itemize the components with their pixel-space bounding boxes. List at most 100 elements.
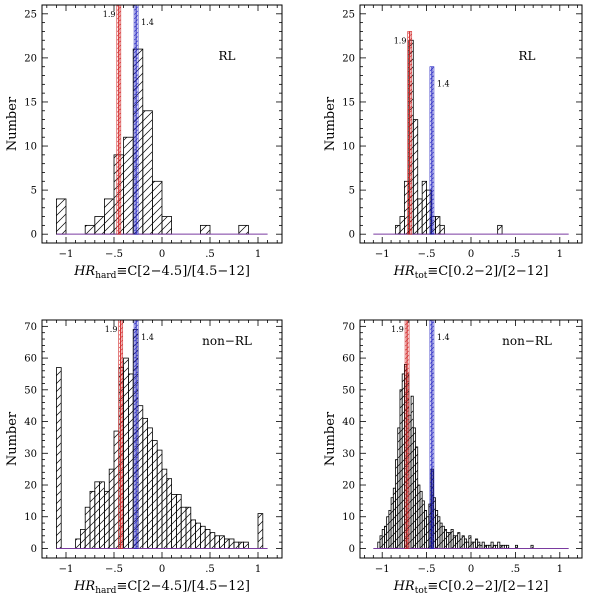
y-tick-label: 60 <box>342 354 355 365</box>
histogram-bar <box>84 224 96 235</box>
y-tick-label: 20 <box>342 53 355 64</box>
reference-line-label: 1.9 <box>391 325 404 334</box>
x-axis-label-rest: ≡C[2−4.5]/[4.5−12] <box>116 579 249 594</box>
histogram-bar <box>89 490 96 549</box>
reference-line-label: 1.4 <box>141 18 154 27</box>
x-axis-label-sub: hard <box>95 271 116 281</box>
histogram-bar <box>228 538 235 549</box>
y-tick-label: 5 <box>31 186 37 197</box>
x-axis-label-sub: hard <box>95 586 116 596</box>
y-tick-label: 50 <box>342 385 355 396</box>
y-tick-label: 40 <box>342 417 355 428</box>
reference-line-label: 1.4 <box>437 333 450 342</box>
reference-line-label: 1.9 <box>394 36 407 45</box>
histogram-bar <box>161 216 173 235</box>
histogram-bar <box>156 449 163 549</box>
reference-line-label: 1.4 <box>437 80 450 89</box>
y-tick-label: 0 <box>31 230 37 241</box>
histogram-bar <box>435 216 441 235</box>
y-tick-label: 25 <box>24 9 37 20</box>
y-tick-label: 20 <box>24 53 37 64</box>
x-tick-label: .5 <box>205 564 215 575</box>
histogram-bar <box>185 506 192 549</box>
x-tick-label: 0 <box>468 249 474 260</box>
y-tick-label: 25 <box>342 9 355 20</box>
histogram-bar <box>412 119 419 235</box>
histogram-bar <box>56 198 67 235</box>
histogram-bar <box>108 468 115 549</box>
histogram-bar <box>417 198 423 235</box>
histogram-bar <box>209 532 216 549</box>
x-axis-label-sub: tot <box>415 586 428 596</box>
histogram-bar <box>151 180 163 235</box>
panel-label: RL <box>518 49 535 63</box>
panel-label: non−RL <box>202 334 252 348</box>
x-tick-label: .5 <box>511 564 521 575</box>
histogram-bar <box>99 481 105 549</box>
x-axis-label: HRtot≡C[0.2−2]/[2−12] <box>393 579 549 596</box>
x-tick-label: −1 <box>375 564 390 575</box>
x-tick-label: .5 <box>205 249 215 260</box>
histogram-bar <box>147 427 153 549</box>
panel-label: non−RL <box>502 334 552 348</box>
y-tick-label: 0 <box>31 544 37 555</box>
histogram-bar <box>171 494 177 549</box>
reference-line-label: 1.4 <box>141 333 154 342</box>
x-tick-label: .5 <box>511 249 521 260</box>
histogram-bar <box>94 216 105 235</box>
histogram-bar <box>214 535 221 549</box>
x-tick-label: 1 <box>557 564 563 575</box>
y-tick-label: 20 <box>24 481 37 492</box>
histogram-bar <box>137 405 144 549</box>
y-tick-label: 5 <box>349 186 355 197</box>
histogram-bar <box>238 224 249 235</box>
x-axis-label: HRhard≡C[2−4.5]/[4.5−12] <box>73 579 250 596</box>
y-tick-label: 10 <box>24 512 37 523</box>
y-tick-label: 50 <box>24 385 37 396</box>
histogram-bar <box>233 541 240 549</box>
x-axis-label-main: HR <box>73 579 95 594</box>
x-tick-label: 1 <box>255 564 261 575</box>
histogram-bar <box>421 180 428 235</box>
x-tick-label: −.5 <box>105 564 123 575</box>
histogram-bar <box>395 224 401 235</box>
panel-label: RL <box>218 49 235 63</box>
x-axis-label: HRtot≡C[0.2−2]/[2−12] <box>393 264 549 281</box>
x-axis-label-main: HR <box>393 579 415 594</box>
y-tick-label: 30 <box>342 449 355 460</box>
histogram-bar <box>80 529 86 549</box>
histogram-bar <box>84 506 91 549</box>
histogram-bar <box>123 357 129 549</box>
histogram-bar <box>151 440 158 549</box>
y-tick-label: 15 <box>24 97 37 108</box>
histogram-bar <box>123 136 134 235</box>
histogram-bar <box>142 110 153 235</box>
reference-line-label: 1.9 <box>103 10 116 19</box>
x-axis-label: HRhard≡C[2−4.5]/[4.5−12] <box>73 264 250 281</box>
histogram-bar <box>175 494 182 549</box>
x-axis-label-main: HR <box>73 264 95 279</box>
y-axis-label: Number <box>323 96 338 151</box>
histogram-bar <box>94 481 101 549</box>
x-tick-label: 1 <box>255 249 261 260</box>
histogram-bar <box>219 535 225 549</box>
y-tick-label: 10 <box>342 512 355 523</box>
histogram-bar <box>257 513 264 549</box>
histogram-bar <box>243 541 249 549</box>
y-axis-label: Number <box>5 411 20 466</box>
y-tick-label: 10 <box>24 142 37 153</box>
histogram-bar <box>399 216 405 235</box>
x-axis-label-sub: tot <box>415 271 428 281</box>
histogram-bar <box>204 529 211 549</box>
histogram-bar <box>56 367 62 549</box>
histogram-bar <box>142 417 149 549</box>
histogram-bar <box>497 224 503 235</box>
histogram-bar <box>180 506 187 549</box>
y-tick-label: 15 <box>342 97 355 108</box>
y-tick-label: 0 <box>349 544 355 555</box>
y-tick-label: 70 <box>342 322 355 333</box>
x-axis-label-rest: ≡C[2−4.5]/[4.5−12] <box>116 264 249 279</box>
x-tick-label: −.5 <box>418 249 436 260</box>
histogram-bar <box>238 541 245 549</box>
